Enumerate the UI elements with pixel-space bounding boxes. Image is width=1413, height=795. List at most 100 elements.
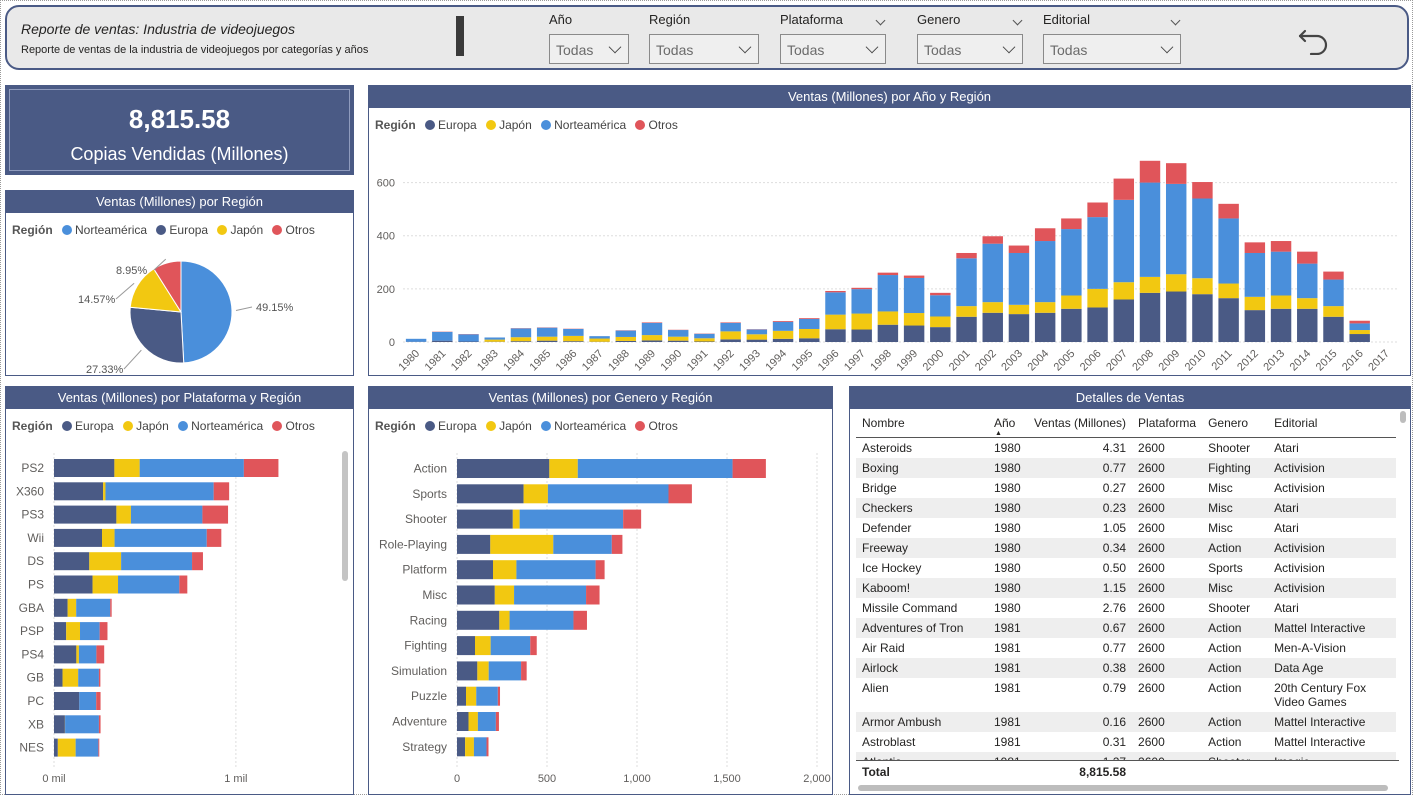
legend-item-norteamerica[interactable]: Norteamérica: [178, 419, 263, 433]
slicer-region[interactable]: Región Todas: [649, 12, 759, 64]
bar-segment-japón: [1323, 306, 1344, 317]
table-row[interactable]: Asteroids 1980 4.31 2600 Shooter Atari: [856, 437, 1396, 458]
bar-segment-europa: [54, 692, 80, 710]
table-row[interactable]: Freeway 1980 0.34 2600 Action Activision: [856, 537, 1396, 558]
table-horizontal-scrollbar[interactable]: [858, 785, 1388, 791]
bar-segment-otros: [1270, 241, 1292, 252]
cell-editorial: Data Age: [1268, 657, 1396, 678]
kpi-value: 8,815.58: [128, 104, 231, 134]
legend-label: Norteamérica: [191, 419, 264, 433]
chevron-down-icon[interactable]: [608, 40, 622, 54]
bar-segment-europa: [1297, 308, 1318, 342]
legend-item-japon[interactable]: Japón: [217, 223, 263, 237]
table-row[interactable]: Checkers 1980 0.23 2600 Misc Atari: [856, 497, 1396, 518]
table-row[interactable]: Missile Command 1980 2.76 2600 Shooter Atari: [856, 598, 1396, 618]
bar-segment-europa: [457, 484, 524, 504]
table-row[interactable]: Adventures of Tron 1981 0.67 2600 Action Matt…: [856, 617, 1396, 638]
chevron-down-icon[interactable]: [1012, 15, 1023, 26]
bar-segment-norteamérica: [516, 560, 596, 580]
bar-segment-otros: [497, 686, 501, 706]
x-tick-label: 2011: [1210, 348, 1235, 373]
detail-table-scroll[interactable]: Nombre Año ▲ Ventas (Millones) Plataform…: [856, 409, 1399, 760]
table-row[interactable]: Ice Hockey 1980 0.50 2600 Sports Activision: [856, 558, 1396, 578]
bar-segment-europa: [1139, 292, 1161, 342]
bar-segment-japón: [549, 459, 578, 478]
slicer-genre[interactable]: Genero Todas: [917, 12, 1023, 64]
legend-item-japon[interactable]: Japón: [123, 419, 169, 433]
table-row[interactable]: Alien 1981 0.79 2600 Action 20th Century Fox …: [856, 678, 1396, 712]
kpi-card: 8,815.58 Copias Vendidas (Millones): [5, 85, 354, 175]
slicer-genre-label: Genero: [917, 12, 961, 27]
x-tick-label: 1990: [659, 348, 685, 374]
table-row[interactable]: Airlock 1981 0.38 2600 Action Data Age: [856, 657, 1396, 678]
table-row[interactable]: Air Raid 1981 0.77 2600 Action Men-A-Vision: [856, 638, 1396, 658]
chevron-down-icon[interactable]: [738, 40, 752, 54]
bar-segment-europa: [432, 340, 453, 342]
cell-genero: Action: [1208, 640, 1242, 655]
legend-item-otros[interactable]: Otros: [635, 118, 678, 132]
bar-segment-japón: [114, 459, 140, 477]
bar-segment-norteamérica: [80, 622, 100, 641]
table-row[interactable]: Astroblast 1981 0.31 2600 Action Mattel Inter…: [856, 732, 1396, 752]
bar-segment-norteamérica: [114, 528, 207, 547]
table-vertical-scrollbar[interactable]: [1400, 411, 1406, 423]
bar-segment-otros: [595, 560, 605, 580]
bar-segment-japón: [982, 302, 1003, 313]
table-row[interactable]: Boxing 1980 0.77 2600 Fighting Activision: [856, 457, 1396, 478]
slicer-region-dropdown[interactable]: Todas: [649, 34, 759, 64]
legend-item-europa[interactable]: Europa: [156, 223, 208, 237]
column-header-nombre[interactable]: Nombre: [856, 409, 988, 438]
slicer-year-dropdown[interactable]: Todas: [549, 34, 629, 64]
bar-segment-japón: [493, 560, 517, 580]
cell-editorial: Activision: [1268, 457, 1396, 478]
slicer-year[interactable]: Año Todas: [549, 12, 629, 64]
chevron-down-icon[interactable]: [1002, 40, 1016, 54]
table-row[interactable]: Atlantis19811.272600ShooterImagic: [856, 751, 1396, 760]
table-row[interactable]: Bridge 1980 0.27 2600 Misc Activision: [856, 478, 1396, 498]
legend-item-otros[interactable]: Otros: [272, 419, 315, 433]
legend-item-otros[interactable]: Otros: [635, 419, 678, 433]
legend-item-norteamerica[interactable]: Norteamérica: [541, 118, 626, 132]
table-row[interactable]: Kaboom! 1980 1.15 2600 Misc Activision: [856, 577, 1396, 598]
chevron-down-icon[interactable]: [1160, 40, 1174, 54]
table-body: Asteroids 1980 4.31 2600 Shooter Atari Boxing 1…: [856, 437, 1396, 760]
bar-segment-norteamérica: [667, 330, 689, 337]
slicer-platform[interactable]: Plataforma Todas: [780, 12, 886, 64]
column-header-ano[interactable]: Año ▲: [988, 409, 1028, 438]
slicer-platform-dropdown[interactable]: Todas: [780, 34, 886, 64]
cell-ano: 1981: [988, 711, 1028, 732]
table-row[interactable]: Armor Ambush 1981 0.16 2600 Action Mattel Int…: [856, 711, 1396, 732]
header-divider: [456, 16, 464, 56]
slicer-publisher[interactable]: Editorial Todas: [1043, 12, 1181, 64]
table-row[interactable]: Defender 1980 1.05 2600 Misc Atari: [856, 518, 1396, 538]
chevron-down-icon[interactable]: [865, 40, 879, 54]
legend-item-europa[interactable]: Europa: [62, 419, 114, 433]
pie-slice-otros: [153, 260, 182, 314]
legend-label: Japón: [136, 419, 169, 433]
bar-segment-europa: [930, 327, 951, 342]
column-header-plataforma[interactable]: Plataforma: [1132, 409, 1203, 438]
chevron-down-icon[interactable]: [875, 15, 886, 26]
legend-item-japon[interactable]: Japón: [486, 419, 532, 433]
platform-scrollbar[interactable]: [342, 451, 348, 581]
pie-legend: Región Norteamérica Europa Japón Otros: [12, 223, 321, 237]
legend-item-europa[interactable]: Europa: [425, 118, 477, 132]
legend-item-norteamerica[interactable]: Norteamérica: [541, 419, 626, 433]
pie-panel: Ventas (Millones) por Región Región Nort…: [5, 190, 354, 376]
slicer-genre-dropdown[interactable]: Todas: [917, 34, 1023, 64]
legend-item-otros[interactable]: Otros: [272, 223, 315, 237]
bar-segment-otros: [1218, 203, 1239, 219]
slicer-publisher-dropdown[interactable]: Todas: [1043, 34, 1181, 64]
column-header-editorial[interactable]: Editorial: [1268, 409, 1396, 438]
legend-item-japon[interactable]: Japón: [486, 118, 532, 132]
legend-item-norteamerica[interactable]: Norteamérica: [62, 223, 147, 237]
undo-icon[interactable]: [1297, 21, 1331, 55]
chevron-down-icon[interactable]: [1170, 15, 1181, 26]
column-header-ventas[interactable]: Ventas (Millones): [1028, 409, 1133, 438]
legend-item-europa[interactable]: Europa: [425, 419, 477, 433]
bar-segment-japón: [490, 534, 554, 554]
bar-segment-norteamérica: [432, 331, 453, 341]
cell-genero: Action: [1208, 680, 1242, 695]
column-header-genero[interactable]: Genero: [1202, 409, 1269, 438]
x-tick-label: 2017: [1366, 348, 1392, 374]
